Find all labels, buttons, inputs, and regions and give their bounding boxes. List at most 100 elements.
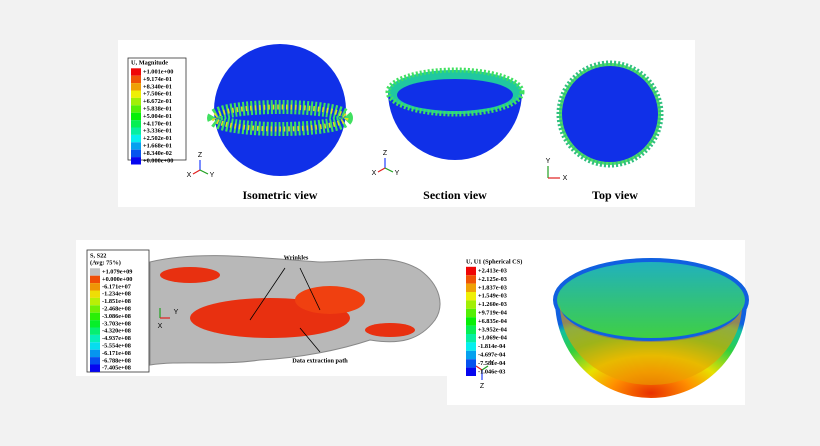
legend-swatch	[466, 283, 476, 292]
legend-swatch	[90, 283, 100, 291]
legend-value: -3.086e+08	[102, 313, 131, 320]
legend-swatch	[131, 83, 141, 91]
legend-value: -5.554e+08	[102, 342, 131, 349]
legend-swatch	[131, 112, 141, 121]
legend-title: U, U1 (Spherical CS)	[466, 258, 522, 265]
legend-swatch	[90, 342, 100, 350]
legend-value: +0.000e+00	[102, 276, 132, 283]
legend-swatch	[131, 97, 141, 106]
legend-value: +7.506e-01	[143, 91, 172, 98]
legend-swatch	[131, 134, 141, 143]
legend-value: -1.234e+08	[102, 291, 131, 298]
legend-swatch	[90, 297, 100, 306]
legend-swatch	[90, 349, 100, 358]
legend-value: +3.952e-04	[478, 326, 508, 333]
legend-swatch	[90, 327, 100, 335]
stress-zone	[365, 323, 415, 337]
bowl-inner	[397, 79, 513, 111]
legend-swatch	[466, 350, 476, 360]
legend-value: +8.340e-02	[143, 150, 172, 157]
legend-value: -3.703e+08	[102, 320, 131, 327]
legend-swatch	[131, 127, 141, 135]
wrinkle-band	[211, 104, 349, 132]
legend-value: +1.668e-01	[143, 142, 172, 149]
stress-zone	[160, 267, 220, 283]
legend-value: -4.937e+08	[102, 335, 131, 342]
legend-value: +5.838e-01	[143, 105, 172, 112]
legend-swatch	[131, 142, 141, 150]
legend-swatch	[466, 342, 476, 351]
legend-swatch	[131, 149, 141, 158]
legend-swatch	[466, 308, 476, 318]
axis-letter: Y	[395, 170, 400, 177]
legend-value: -1.046e-03	[478, 368, 505, 375]
legend-swatch	[466, 317, 476, 326]
stress-zone	[295, 286, 365, 314]
legend-swatch	[90, 312, 100, 321]
legend-value: -6.788e+08	[102, 357, 131, 364]
axis-letter: Y	[546, 158, 551, 165]
legend-swatch	[131, 157, 141, 165]
axis-letter: Z	[198, 152, 203, 159]
axis-letter: X	[563, 175, 568, 182]
legend-swatch	[90, 320, 100, 328]
legend-swatch	[131, 105, 141, 113]
bowl-inner	[560, 305, 742, 385]
view-label: Top view	[592, 188, 638, 202]
legend-value: +0.000e+00	[143, 157, 173, 164]
legend-title: S, S22	[90, 252, 106, 259]
legend-value: +3.336e-01	[143, 128, 172, 135]
legend-swatch	[466, 266, 476, 276]
legend-value: +6.835e-04	[478, 318, 508, 325]
legend-value: -1.814e-04	[478, 343, 506, 350]
legend-swatch	[466, 275, 476, 284]
axis-letter: X	[372, 170, 377, 177]
annotation: Data extraction path	[292, 357, 348, 364]
legend-swatch	[466, 359, 476, 368]
legend-title: (Avg: 75%)	[90, 259, 121, 266]
legend-value: +6.672e-01	[143, 98, 172, 105]
legend-swatch	[466, 325, 476, 334]
legend-value: +1.549e-03	[478, 293, 507, 300]
legend-value: +1.069e-04	[478, 335, 508, 342]
legend-value: +1.079e+09	[102, 268, 132, 275]
leader	[299, 267, 321, 311]
legend-swatch	[131, 90, 141, 98]
triad	[159, 158, 560, 380]
legend-value: -1.851e+08	[102, 298, 131, 305]
legend-swatch	[466, 292, 476, 301]
leader	[299, 327, 321, 353]
legend-swatch	[131, 75, 141, 84]
legend-value: -2.468e+08	[102, 305, 131, 312]
legend-box	[127, 57, 187, 161]
legend-swatch	[90, 334, 100, 343]
axis-letter: Y	[174, 309, 179, 316]
legend-value: +1.001e+00	[143, 68, 173, 75]
legend-swatch	[90, 364, 100, 372]
legend-value: +8.340e-01	[143, 83, 172, 90]
legend-value: +2.502e-01	[143, 135, 172, 142]
legend-swatch	[90, 290, 100, 298]
legend-value: +9.719e-04	[478, 309, 508, 316]
legend-value: +1.837e-03	[478, 284, 507, 291]
axis-letter: X	[158, 323, 163, 330]
legend-swatch	[90, 275, 100, 284]
legend-swatch	[466, 334, 476, 343]
legend-value: +4.170e-01	[143, 120, 172, 127]
legend-value: -7.405e+08	[102, 365, 131, 372]
axis-letter: Z	[480, 383, 485, 390]
legend-value: -6.171e+07	[102, 283, 131, 290]
axis-letter: Y	[490, 360, 495, 367]
axis-letter: Y	[210, 172, 215, 179]
view-label: Section view	[423, 188, 487, 202]
legend-value: +5.004e-01	[143, 113, 172, 120]
rim	[553, 258, 749, 342]
legend-swatch	[466, 300, 476, 309]
legend-swatch	[466, 367, 476, 376]
legend-swatch	[90, 305, 100, 313]
legend-value: +1.260e-03	[478, 301, 507, 308]
legend-title: U, Magnitude	[131, 59, 168, 66]
legend-value: -4.697e-04	[478, 351, 506, 358]
annotation: Wrinkles	[284, 254, 309, 261]
